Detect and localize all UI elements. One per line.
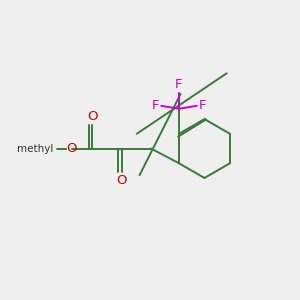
Text: F: F [199, 99, 206, 112]
Text: F: F [152, 99, 159, 112]
Text: O: O [66, 142, 77, 155]
Text: F: F [175, 78, 183, 91]
Text: O: O [116, 174, 127, 187]
Text: O: O [87, 110, 98, 123]
Text: methyl: methyl [17, 143, 53, 154]
